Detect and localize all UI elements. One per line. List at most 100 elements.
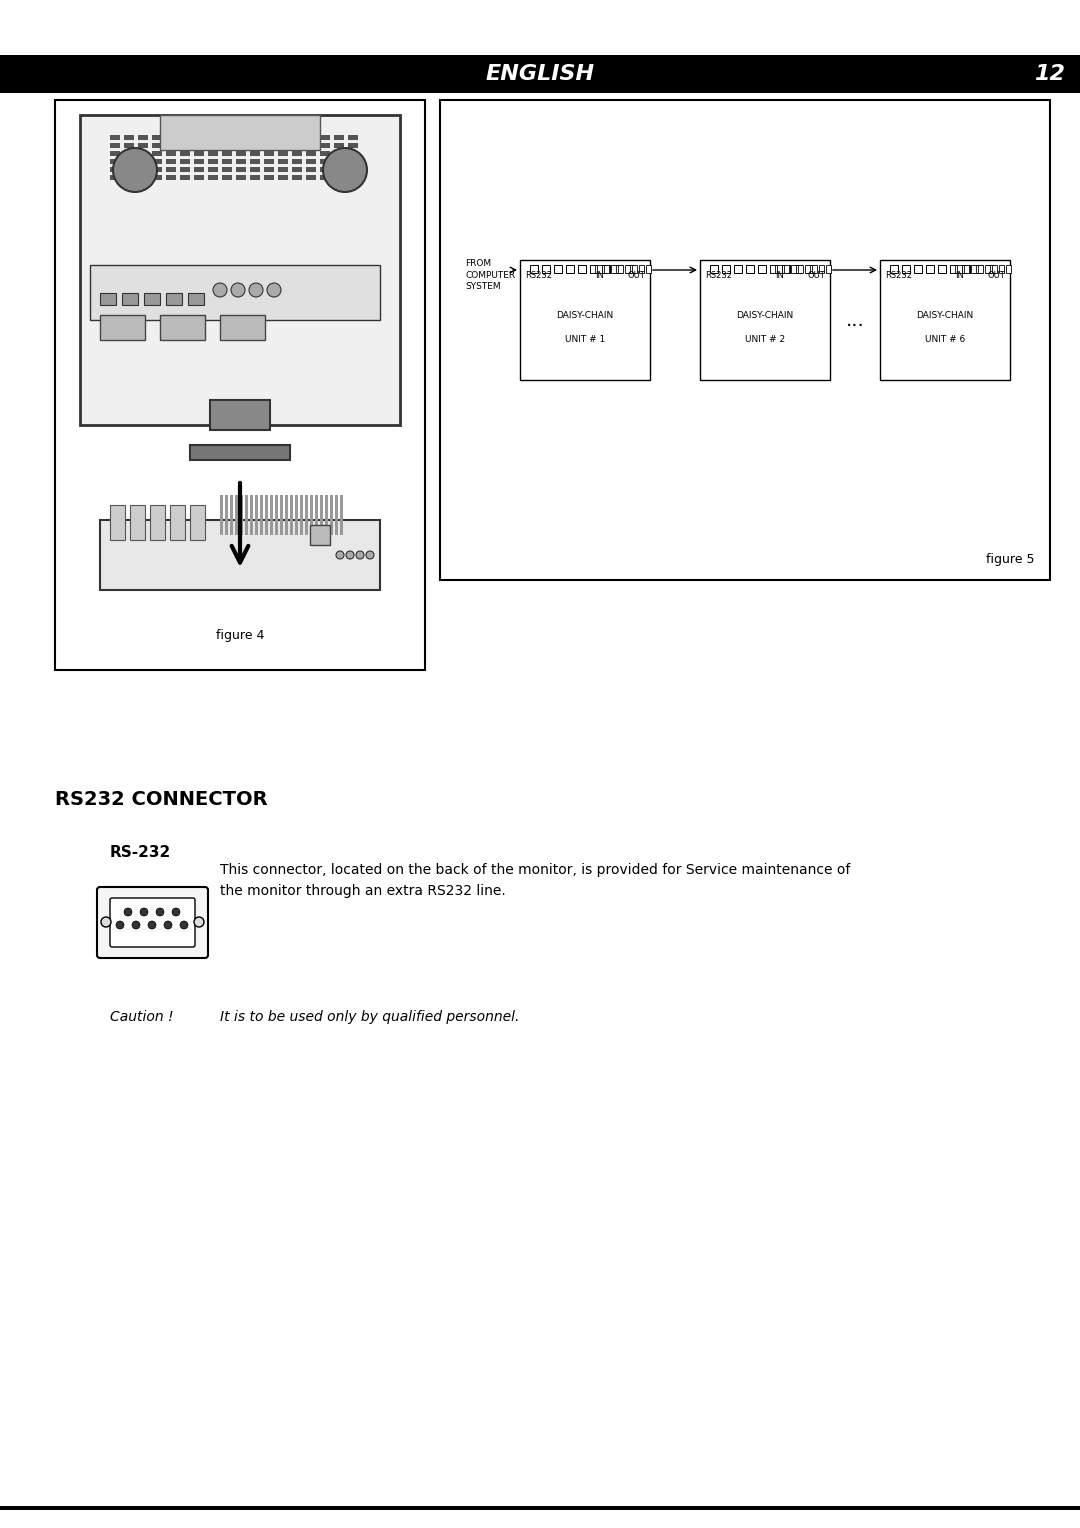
Bar xyxy=(590,264,598,274)
Circle shape xyxy=(156,908,164,915)
Bar xyxy=(180,167,190,173)
Bar xyxy=(278,167,288,173)
Bar xyxy=(306,159,316,163)
Bar xyxy=(625,264,630,274)
Bar xyxy=(597,264,602,274)
Bar xyxy=(237,151,246,156)
Bar xyxy=(280,495,283,535)
Circle shape xyxy=(113,148,157,193)
Bar xyxy=(208,176,218,180)
Bar xyxy=(180,134,190,141)
Bar xyxy=(138,134,148,141)
Bar xyxy=(208,144,218,148)
Bar xyxy=(194,159,204,163)
FancyBboxPatch shape xyxy=(110,898,195,947)
Bar xyxy=(264,176,274,180)
Bar xyxy=(124,144,134,148)
Bar xyxy=(330,495,333,535)
Bar xyxy=(190,504,205,539)
Bar xyxy=(590,264,595,274)
Bar xyxy=(306,134,316,141)
Bar xyxy=(723,264,730,274)
Bar xyxy=(110,504,125,539)
Circle shape xyxy=(180,921,188,929)
Bar xyxy=(150,504,165,539)
Bar xyxy=(166,167,176,173)
Bar xyxy=(971,264,976,274)
Bar xyxy=(278,144,288,148)
Bar xyxy=(225,495,228,535)
Bar xyxy=(278,159,288,163)
Text: IN: IN xyxy=(775,270,784,280)
Bar xyxy=(978,264,983,274)
Bar xyxy=(746,264,754,274)
Text: DAISY-CHAIN: DAISY-CHAIN xyxy=(916,310,974,319)
Bar xyxy=(782,264,789,274)
Bar xyxy=(190,445,291,460)
Bar xyxy=(110,159,120,163)
Bar xyxy=(306,167,316,173)
Circle shape xyxy=(102,917,111,927)
Bar xyxy=(791,264,796,274)
Bar xyxy=(208,159,218,163)
Text: This connector, located on the back of the monitor, is provided for Service main: This connector, located on the back of t… xyxy=(220,863,850,897)
Bar xyxy=(890,264,897,274)
Bar xyxy=(315,495,318,535)
Bar xyxy=(180,176,190,180)
Bar xyxy=(335,495,338,535)
Bar xyxy=(122,293,138,306)
Bar xyxy=(55,99,426,669)
Bar xyxy=(519,260,650,380)
Bar xyxy=(819,264,824,274)
Bar xyxy=(166,151,176,156)
Bar xyxy=(138,167,148,173)
Bar xyxy=(285,495,288,535)
Bar xyxy=(306,144,316,148)
Bar xyxy=(152,167,162,173)
Bar xyxy=(222,151,232,156)
Bar xyxy=(0,55,1080,93)
Bar xyxy=(100,520,380,590)
Bar xyxy=(639,264,644,274)
Bar xyxy=(700,260,831,380)
Bar xyxy=(237,159,246,163)
Bar xyxy=(90,264,380,319)
Bar xyxy=(249,144,260,148)
Bar xyxy=(124,159,134,163)
Bar xyxy=(180,159,190,163)
Bar xyxy=(950,264,958,274)
Bar xyxy=(220,495,222,535)
Circle shape xyxy=(366,552,374,559)
Bar xyxy=(194,144,204,148)
Bar xyxy=(124,167,134,173)
Bar xyxy=(220,315,265,341)
Bar xyxy=(100,293,116,306)
Bar xyxy=(170,504,185,539)
Text: UNIT # 1: UNIT # 1 xyxy=(565,336,605,344)
Bar xyxy=(110,134,120,141)
Bar xyxy=(255,495,258,535)
Bar xyxy=(806,264,814,274)
Bar xyxy=(320,134,330,141)
Bar xyxy=(235,495,238,535)
Bar xyxy=(152,176,162,180)
Bar xyxy=(166,176,176,180)
Bar xyxy=(160,115,320,150)
Bar xyxy=(985,264,990,274)
Bar xyxy=(260,495,264,535)
Bar xyxy=(348,151,357,156)
Circle shape xyxy=(336,552,345,559)
Bar xyxy=(278,176,288,180)
Bar xyxy=(798,264,804,274)
Bar xyxy=(348,144,357,148)
Bar xyxy=(334,176,345,180)
Bar xyxy=(265,495,268,535)
Bar xyxy=(611,264,616,274)
Text: RS232 CONNECTOR: RS232 CONNECTOR xyxy=(55,790,268,808)
Bar xyxy=(100,315,145,341)
Text: Caution !: Caution ! xyxy=(110,1010,174,1024)
Bar xyxy=(230,495,233,535)
Bar xyxy=(334,167,345,173)
Bar xyxy=(194,134,204,141)
Bar xyxy=(320,176,330,180)
